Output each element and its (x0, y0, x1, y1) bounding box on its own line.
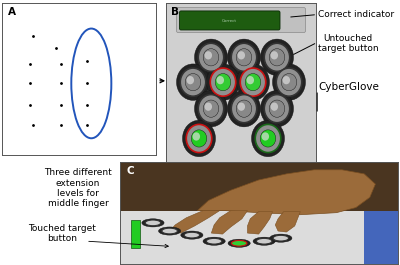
Circle shape (253, 237, 275, 245)
Circle shape (269, 49, 285, 66)
Circle shape (184, 232, 200, 238)
Text: Three different
extension
levels for
middle finger: Three different extension levels for mid… (44, 168, 112, 209)
Bar (120, 211, 398, 264)
Circle shape (270, 103, 278, 111)
Circle shape (203, 237, 225, 245)
Circle shape (185, 73, 201, 91)
Circle shape (182, 120, 216, 157)
Circle shape (194, 39, 228, 76)
Text: Correct indicator: Correct indicator (318, 10, 394, 19)
Circle shape (158, 227, 181, 235)
Circle shape (215, 73, 231, 91)
Circle shape (270, 234, 292, 242)
Circle shape (176, 64, 210, 100)
Circle shape (204, 103, 212, 111)
FancyBboxPatch shape (180, 11, 280, 30)
Circle shape (206, 64, 240, 100)
Circle shape (282, 76, 290, 84)
Circle shape (246, 76, 254, 84)
Text: Correct: Correct (222, 19, 237, 23)
Circle shape (228, 239, 250, 247)
Circle shape (238, 51, 245, 59)
Circle shape (181, 231, 203, 239)
Circle shape (198, 95, 224, 123)
Circle shape (255, 124, 281, 153)
Text: Touched target
button: Touched target button (28, 224, 96, 243)
Circle shape (245, 73, 261, 91)
Circle shape (252, 120, 284, 157)
Text: A: A (8, 7, 16, 17)
Circle shape (142, 219, 164, 227)
Polygon shape (198, 170, 375, 215)
Circle shape (264, 95, 290, 123)
Circle shape (204, 51, 212, 59)
Bar (364, 211, 398, 264)
Circle shape (192, 132, 200, 141)
Circle shape (262, 132, 269, 141)
Circle shape (236, 64, 270, 100)
Circle shape (180, 68, 206, 96)
Circle shape (281, 73, 297, 91)
Circle shape (203, 100, 219, 117)
Circle shape (228, 39, 260, 76)
Circle shape (236, 100, 252, 117)
Text: Untouched
target button: Untouched target button (318, 34, 379, 54)
Polygon shape (211, 211, 248, 234)
Circle shape (203, 49, 219, 66)
Circle shape (228, 90, 260, 127)
FancyBboxPatch shape (176, 8, 306, 32)
Circle shape (191, 130, 207, 147)
Circle shape (231, 240, 247, 246)
Text: CyberGlove: CyberGlove (318, 82, 379, 92)
Polygon shape (170, 211, 220, 233)
Circle shape (272, 64, 306, 100)
Circle shape (194, 90, 228, 127)
Polygon shape (275, 212, 300, 232)
Circle shape (162, 228, 178, 234)
Circle shape (145, 220, 161, 226)
Circle shape (273, 235, 289, 241)
Circle shape (198, 43, 224, 71)
Circle shape (240, 68, 266, 96)
Polygon shape (248, 212, 272, 234)
Circle shape (260, 90, 294, 127)
Circle shape (269, 100, 285, 117)
Circle shape (231, 43, 257, 71)
Circle shape (260, 130, 276, 147)
Text: B: B (170, 7, 178, 17)
Circle shape (260, 39, 294, 76)
Circle shape (264, 43, 290, 71)
Circle shape (210, 68, 236, 96)
Circle shape (186, 124, 212, 153)
Circle shape (256, 238, 272, 244)
Circle shape (238, 103, 245, 111)
Circle shape (186, 76, 194, 84)
Circle shape (206, 238, 222, 244)
Circle shape (236, 49, 252, 66)
Circle shape (216, 76, 224, 84)
Circle shape (231, 95, 257, 123)
Circle shape (270, 51, 278, 59)
Text: C: C (126, 166, 134, 176)
Circle shape (276, 68, 302, 96)
Bar (131, 220, 140, 248)
